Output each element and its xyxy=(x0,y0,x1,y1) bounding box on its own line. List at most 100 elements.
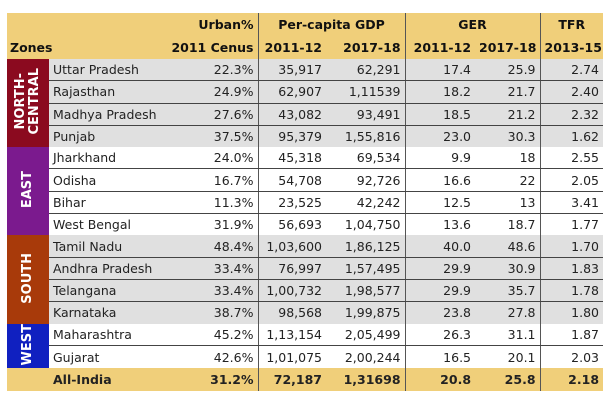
gdp-2017-18: 1,98,577 xyxy=(326,279,406,303)
header-zones: Zones xyxy=(7,36,165,59)
ger-2011-12: 23.0 xyxy=(404,125,476,148)
zone-label-text: WEST xyxy=(20,323,35,366)
gdp-2011-12: 98,568 xyxy=(257,301,326,324)
header-gdp-year1: 2011-12 xyxy=(257,36,326,59)
zone-label: WEST xyxy=(7,323,49,369)
ger-2017-18: 35.7 xyxy=(475,279,541,303)
gdp-2011-12: 95,379 xyxy=(257,125,326,148)
tfr-2013-15: 1.80 xyxy=(539,301,604,324)
state-name: Telangana xyxy=(49,279,165,303)
zone-label-text: EAST xyxy=(20,171,35,209)
state-name: Jharkhand xyxy=(49,147,165,170)
tfr-2013-15: 1.62 xyxy=(539,125,604,148)
table-row: Karnataka 38.7% 98,568 1,99,875 23.8 27.8 1.80 xyxy=(7,301,604,324)
urban-pct: 33.4% xyxy=(165,279,258,303)
gdp-2011-12: 1,01,075 xyxy=(257,345,326,369)
tfr-2013-15: 2.05 xyxy=(539,168,604,192)
state-indicators-table: Urban% Per-capita GDP GER TFR Zones 2011… xyxy=(7,13,604,392)
urban-pct: 11.3% xyxy=(165,191,258,215)
ger-2017-18: 25.8 xyxy=(475,368,541,392)
tfr-2013-15: 2.18 xyxy=(539,368,604,392)
gdp-2017-18: 1,11539 xyxy=(326,80,406,104)
urban-pct: 48.4% xyxy=(165,235,258,258)
gdp-2017-18: 1,04,750 xyxy=(326,213,406,236)
tfr-2013-15: 2.55 xyxy=(539,147,604,170)
tfr-2013-15: 1.87 xyxy=(539,323,604,347)
gdp-2011-12: 72,187 xyxy=(257,368,326,392)
table-row: Odisha 16.7% 54,708 92,726 16.6 22 2.05 xyxy=(7,168,604,192)
zone-label: SOUTH xyxy=(7,235,49,324)
ger-2017-18: 30.3 xyxy=(475,125,541,148)
state-name: Madhya Pradesh xyxy=(49,103,165,126)
gdp-2011-12: 43,082 xyxy=(257,103,326,126)
state-name: All-India xyxy=(49,368,165,392)
urban-pct: 33.4% xyxy=(165,257,258,280)
ger-2017-18: 18 xyxy=(475,147,541,170)
table-row: West Bengal 31.9% 56,693 1,04,750 13.6 18.7 1.… xyxy=(7,213,604,236)
ger-2011-12: 9.9 xyxy=(404,147,476,170)
table-row: Punjab 37.5% 95,379 1,55,816 23.0 30.3 1.62 xyxy=(7,125,604,148)
ger-2017-18: 30.9 xyxy=(475,257,541,280)
zone-label-text: NORTH- CENTRAL xyxy=(13,68,42,135)
tfr-2013-15: 3.41 xyxy=(539,191,604,215)
zone-label-text: SOUTH xyxy=(20,252,35,304)
tfr-2013-15: 2.74 xyxy=(539,59,604,82)
gdp-2017-18: 93,491 xyxy=(326,103,406,126)
tfr-2013-15: 1.83 xyxy=(539,257,604,280)
ger-2011-12: 12.5 xyxy=(404,191,476,215)
urban-pct: 24.0% xyxy=(165,147,258,170)
header-ger-year2: 2017-18 xyxy=(475,36,541,59)
urban-pct: 16.7% xyxy=(165,168,258,192)
gdp-2017-18: 1,31698 xyxy=(326,368,406,392)
ger-2011-12: 18.5 xyxy=(404,103,476,126)
ger-2017-18: 25.9 xyxy=(475,59,541,82)
state-name: Bihar xyxy=(49,191,165,215)
ger-2011-12: 18.2 xyxy=(404,80,476,104)
table-row: Telangana 33.4% 1,00,732 1,98,577 29.9 35.7 1.… xyxy=(7,279,604,303)
urban-pct: 31.9% xyxy=(165,213,258,236)
header-urban-year: 2011 Cenus xyxy=(165,36,258,59)
zone-empty xyxy=(7,368,49,392)
gdp-2011-12: 45,318 xyxy=(257,147,326,170)
ger-2017-18: 21.2 xyxy=(475,103,541,126)
state-name: Andhra Pradesh xyxy=(49,257,165,280)
table-row: Madhya Pradesh 27.6% 43,082 93,491 18.5 21.2 2… xyxy=(7,103,604,126)
urban-pct: 42.6% xyxy=(165,345,258,369)
gdp-2011-12: 1,00,732 xyxy=(257,279,326,303)
ger-2017-18: 48.6 xyxy=(475,235,541,258)
gdp-2017-18: 62,291 xyxy=(326,59,406,82)
tfr-2013-15: 2.32 xyxy=(539,103,604,126)
state-name: Uttar Pradesh xyxy=(49,59,165,82)
state-name: Punjab xyxy=(49,125,165,148)
gdp-2017-18: 1,57,495 xyxy=(326,257,406,280)
gdp-2011-12: 76,997 xyxy=(257,257,326,280)
urban-pct: 27.6% xyxy=(165,103,258,126)
table-row: WEST Maharashtra 45.2% 1,13,154 2,05,499 26.3… xyxy=(7,323,604,369)
table-row: Bihar 11.3% 23,525 42,242 12.5 13 3.41 xyxy=(7,191,604,215)
gdp-2011-12: 23,525 xyxy=(257,191,326,215)
ger-2011-12: 16.5 xyxy=(404,345,476,369)
state-name: West Bengal xyxy=(49,213,165,236)
gdp-2017-18: 92,726 xyxy=(326,168,406,192)
ger-2017-18: 22 xyxy=(475,168,541,192)
gdp-2011-12: 35,917 xyxy=(257,59,326,82)
tfr-2013-15: 1.77 xyxy=(539,213,604,236)
table-row: SOUTH Tamil Nadu 48.4% 1,03,600 1,86,125 40.0… xyxy=(7,235,604,324)
ger-2017-18: 31.1 xyxy=(475,323,541,347)
urban-pct: 22.3% xyxy=(165,59,258,82)
header-gdp: Per-capita GDP xyxy=(257,13,406,36)
zone-label: NORTH- CENTRAL xyxy=(7,59,49,148)
ger-2011-12: 23.8 xyxy=(404,301,476,324)
table-row: Gujarat 42.6% 1,01,075 2,00,244 16.5 20.1 2.03 xyxy=(7,345,604,369)
ger-2017-18: 27.8 xyxy=(475,301,541,324)
tfr-2013-15: 2.40 xyxy=(539,80,604,104)
tfr-2013-15: 1.78 xyxy=(539,279,604,303)
gdp-2017-18: 1,99,875 xyxy=(326,301,406,324)
ger-2017-18: 18.7 xyxy=(475,213,541,236)
header-gdp-year2: 2017-18 xyxy=(326,36,406,59)
state-name: Rajasthan xyxy=(49,80,165,104)
state-name: Gujarat xyxy=(49,345,165,369)
table-row: EAST Jharkhand 24.0% 45,318 69,534 9.9 18 2.55 xyxy=(7,147,604,236)
ger-2017-18: 21.7 xyxy=(475,80,541,104)
ger-2011-12: 40.0 xyxy=(404,235,476,258)
